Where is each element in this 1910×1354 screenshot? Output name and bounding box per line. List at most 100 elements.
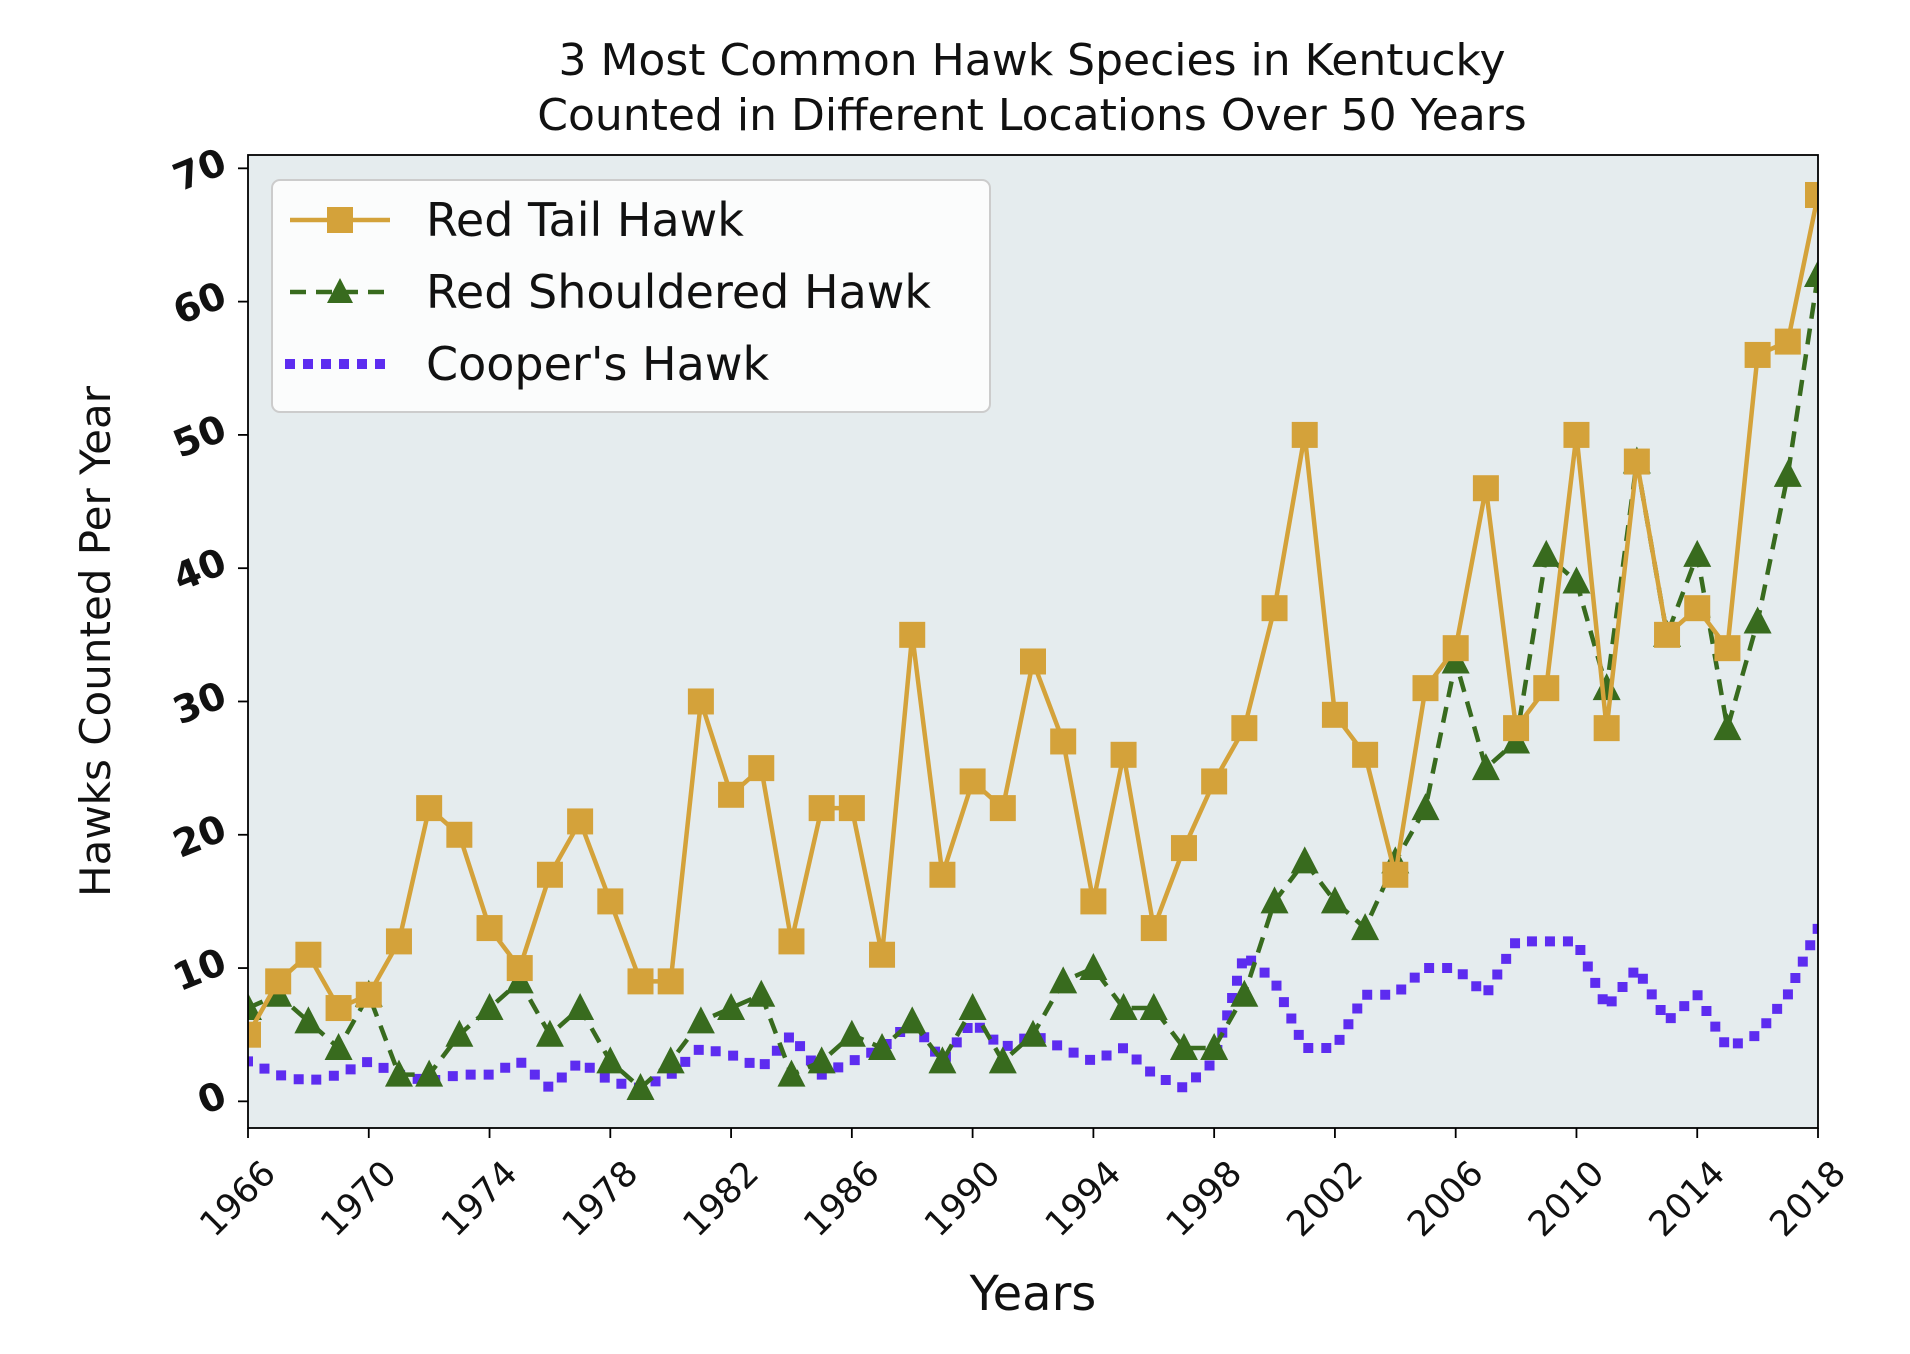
data-point bbox=[868, 1033, 897, 1061]
x-tick-label: 1982 bbox=[676, 1154, 767, 1245]
data-point bbox=[1744, 341, 1771, 368]
data-point bbox=[989, 795, 1016, 822]
data-point bbox=[416, 795, 443, 822]
data-point bbox=[1050, 728, 1077, 755]
data-point bbox=[294, 1006, 323, 1034]
data-point bbox=[1774, 328, 1801, 355]
data-point bbox=[1773, 459, 1802, 487]
data-point bbox=[1320, 886, 1349, 914]
series-cooper-s-hawk bbox=[248, 921, 1818, 1094]
series-line bbox=[248, 921, 1818, 1094]
data-point bbox=[1109, 993, 1138, 1021]
data-point bbox=[1411, 793, 1440, 821]
data-point bbox=[1623, 448, 1650, 475]
data-point bbox=[1079, 953, 1108, 981]
data-point bbox=[1593, 715, 1620, 742]
data-point bbox=[687, 688, 714, 715]
data-point bbox=[567, 808, 594, 835]
data-point bbox=[1352, 741, 1379, 768]
data-point bbox=[1049, 966, 1078, 994]
data-point bbox=[1562, 566, 1591, 594]
data-point bbox=[657, 968, 684, 995]
legend-marker bbox=[327, 207, 353, 233]
x-tick-label: 1986 bbox=[796, 1154, 887, 1245]
data-point bbox=[385, 928, 412, 955]
data-point bbox=[1019, 1019, 1047, 1047]
data-point bbox=[597, 888, 624, 915]
data-point bbox=[1382, 861, 1409, 888]
data-point bbox=[1291, 421, 1318, 448]
legend-label: Cooper's Hawk bbox=[426, 337, 769, 391]
data-point bbox=[717, 993, 746, 1021]
y-tick-label: 60 bbox=[167, 273, 233, 334]
data-point bbox=[265, 968, 292, 995]
y-tick-label: 70 bbox=[167, 140, 233, 201]
data-point bbox=[1261, 595, 1288, 622]
data-point bbox=[1351, 913, 1380, 941]
data-point bbox=[1684, 595, 1711, 622]
data-point bbox=[777, 1059, 806, 1087]
data-point bbox=[415, 1059, 444, 1087]
data-point bbox=[1412, 675, 1439, 702]
data-point bbox=[1532, 539, 1561, 567]
x-tick-label: 2018 bbox=[1763, 1154, 1854, 1245]
series-red-tail-hawk bbox=[248, 181, 1818, 1048]
data-point bbox=[1805, 181, 1818, 208]
data-point bbox=[627, 968, 654, 995]
data-point bbox=[295, 941, 322, 968]
y-axis: 0 10 20 30 40 50 60 70 bbox=[167, 140, 248, 1124]
series-layer bbox=[248, 181, 1818, 1101]
x-tick-label: 2002 bbox=[1280, 1154, 1371, 1245]
data-point bbox=[898, 1006, 927, 1034]
data-point bbox=[1260, 886, 1289, 914]
y-tick-label: 10 bbox=[167, 939, 233, 1000]
data-point bbox=[929, 861, 956, 888]
x-tick-label: 1974 bbox=[434, 1154, 525, 1245]
legend-item: Red Tail Hawk bbox=[290, 193, 744, 247]
data-point bbox=[1442, 635, 1469, 662]
data-point bbox=[928, 1046, 957, 1074]
data-point bbox=[1654, 621, 1681, 648]
data-point bbox=[446, 821, 473, 848]
data-point bbox=[899, 621, 926, 648]
data-point bbox=[808, 795, 835, 822]
x-tick-label: 1970 bbox=[313, 1154, 404, 1245]
data-point bbox=[718, 781, 745, 808]
data-point bbox=[476, 915, 503, 942]
plot-frame bbox=[247, 154, 1819, 1129]
y-axis-label: Hawks Counted Per Year bbox=[71, 385, 120, 897]
data-point bbox=[506, 955, 533, 982]
legend-label: Red Shouldered Hawk bbox=[426, 265, 931, 319]
x-tick-label: 1978 bbox=[555, 1154, 646, 1245]
data-point bbox=[1290, 846, 1319, 874]
x-axis: 1966 1970 1974 1978 1982 1986 1990 1994 1998 2002… bbox=[193, 1128, 1854, 1245]
legend-label: Red Tail Hawk bbox=[426, 193, 744, 247]
x-tick-label: 2006 bbox=[1400, 1154, 1491, 1245]
x-tick-label: 1998 bbox=[1159, 1154, 1250, 1245]
y-tick-label: 0 bbox=[191, 1073, 232, 1124]
x-tick-label: 1994 bbox=[1038, 1154, 1129, 1245]
chart-title: 3 Most Common Hawk Species in Kentucky C… bbox=[537, 35, 1526, 141]
legend-marker bbox=[327, 278, 353, 303]
data-point bbox=[778, 928, 805, 955]
data-point bbox=[248, 1021, 261, 1048]
data-point bbox=[1080, 888, 1107, 915]
data-point bbox=[1713, 713, 1742, 741]
data-point bbox=[748, 755, 775, 782]
data-point bbox=[1201, 768, 1228, 795]
data-point bbox=[325, 995, 352, 1022]
legend-item: Red Shouldered Hawk bbox=[290, 265, 931, 319]
chart-title-line-2: Counted in Different Locations Over 50 Y… bbox=[537, 90, 1526, 141]
data-point bbox=[959, 768, 986, 795]
legend-item: Cooper's Hawk bbox=[285, 337, 769, 391]
data-point bbox=[355, 981, 382, 1008]
y-tick-label: 40 bbox=[167, 539, 233, 600]
data-point bbox=[475, 993, 504, 1021]
chart-title-line-1: 3 Most Common Hawk Species in Kentucky bbox=[558, 35, 1505, 86]
data-point bbox=[988, 1046, 1017, 1074]
data-point bbox=[1743, 606, 1772, 634]
y-tick-label: 50 bbox=[167, 406, 233, 467]
legend-box bbox=[271, 179, 991, 413]
data-point bbox=[838, 795, 865, 822]
